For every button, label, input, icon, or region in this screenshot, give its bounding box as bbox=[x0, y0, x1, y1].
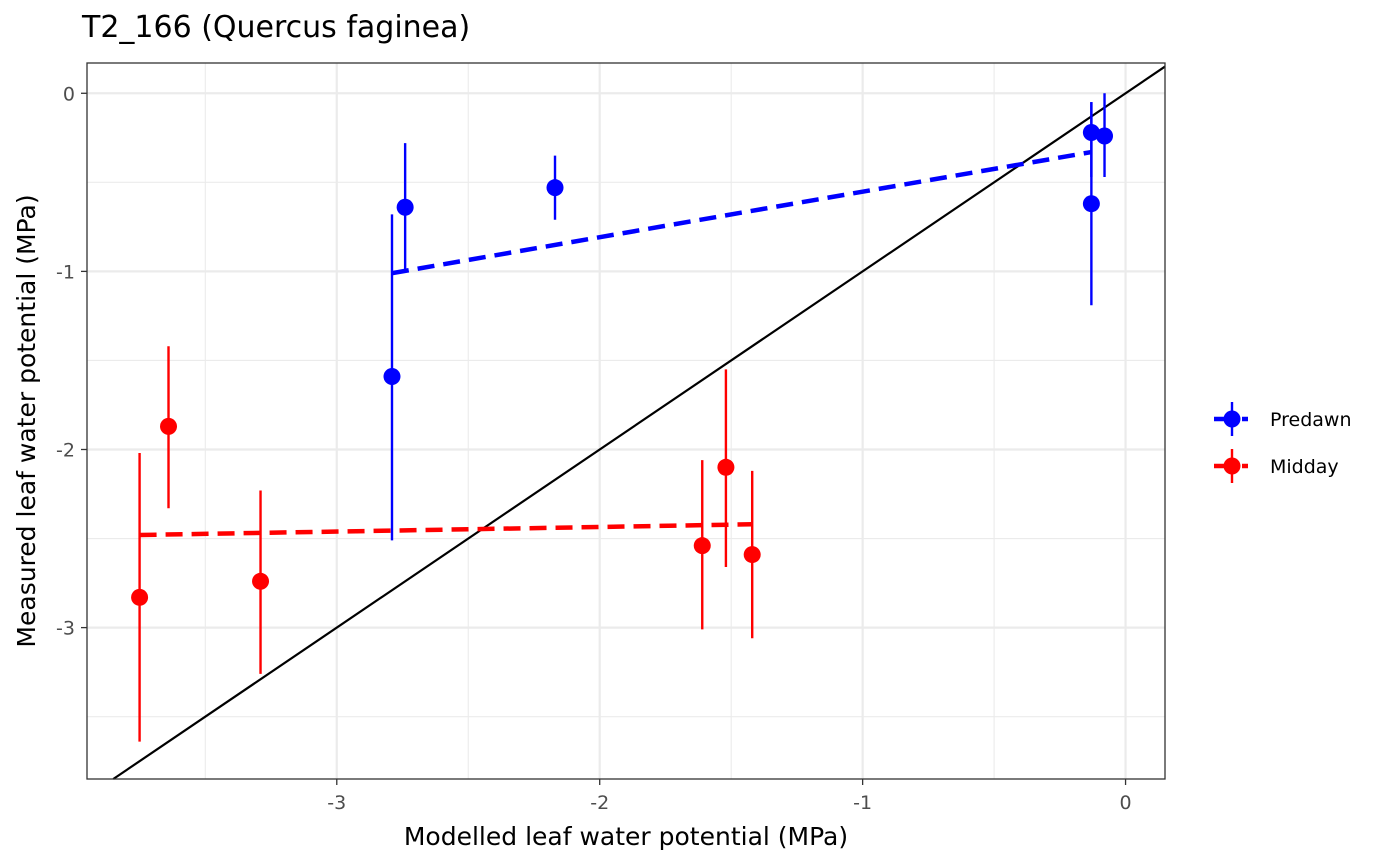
midday-point bbox=[743, 546, 761, 564]
midday-point bbox=[252, 572, 270, 590]
error-bars bbox=[138, 93, 1106, 742]
y-tick-label: -2 bbox=[56, 439, 75, 461]
midday-point bbox=[693, 537, 711, 555]
predawn-point bbox=[1082, 195, 1100, 213]
midday-fit-line bbox=[139, 522, 753, 538]
data-points bbox=[131, 123, 1114, 606]
y-tick-label: 0 bbox=[63, 83, 75, 105]
x-tick-label: -2 bbox=[590, 792, 609, 814]
panel-border bbox=[86, 62, 1166, 780]
y-axis-ticks: 0 -1 -2 -3 bbox=[56, 83, 87, 640]
fit-lines bbox=[139, 149, 1092, 538]
legend: Predawn Midday bbox=[1214, 402, 1352, 483]
x-tick-label: 0 bbox=[1120, 792, 1132, 814]
legend-predawn-point-key bbox=[1223, 410, 1241, 428]
y-tick-label: -3 bbox=[56, 618, 75, 640]
predawn-point bbox=[396, 198, 414, 216]
grid-lines bbox=[87, 63, 1165, 779]
x-axis-title: Modelled leaf water potential (MPa) bbox=[404, 822, 848, 851]
predawn-point bbox=[383, 367, 401, 385]
x-axis-ticks: -3 -2 -1 0 bbox=[327, 779, 1132, 814]
predawn-point bbox=[546, 179, 564, 197]
midday-point bbox=[131, 588, 149, 606]
predawn-point bbox=[1096, 127, 1114, 145]
legend-predawn-label: Predawn bbox=[1270, 409, 1352, 431]
x-tick-label: -1 bbox=[853, 792, 872, 814]
predawn-fit-line bbox=[391, 149, 1092, 276]
midday-point bbox=[717, 458, 735, 476]
identity-line bbox=[112, 65, 1166, 780]
chart-title: T2_166 (Quercus faginea) bbox=[82, 10, 471, 45]
x-tick-label: -3 bbox=[327, 792, 346, 814]
y-axis-title: Measured leaf water potential (MPa) bbox=[12, 194, 41, 647]
predawn-point bbox=[1082, 123, 1100, 141]
legend-midday-label: Midday bbox=[1270, 456, 1339, 478]
midday-point bbox=[160, 417, 178, 435]
identity-line-group bbox=[112, 65, 1166, 780]
y-tick-label: -1 bbox=[56, 261, 75, 283]
legend-midday-point-key bbox=[1223, 457, 1241, 475]
